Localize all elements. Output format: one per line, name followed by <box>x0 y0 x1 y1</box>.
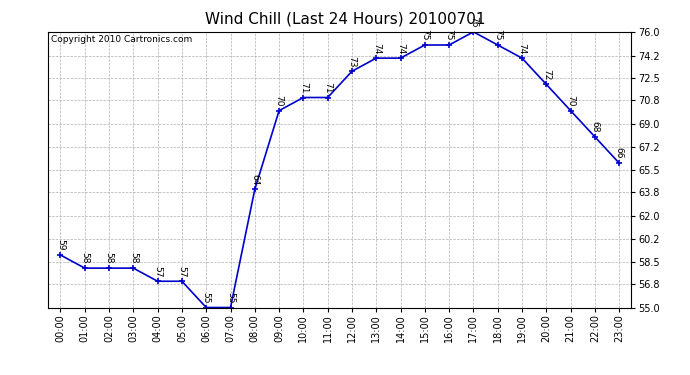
Text: 74: 74 <box>372 43 381 54</box>
Text: 74: 74 <box>396 43 405 54</box>
Text: 70: 70 <box>275 95 284 106</box>
Text: 75: 75 <box>420 29 429 41</box>
Text: 58: 58 <box>104 252 114 264</box>
Text: Wind Chill (Last 24 Hours) 20100701: Wind Chill (Last 24 Hours) 20100701 <box>205 11 485 26</box>
Text: 76: 76 <box>469 16 478 28</box>
Text: 75: 75 <box>444 29 453 41</box>
Text: 70: 70 <box>566 95 575 106</box>
Text: 55: 55 <box>226 292 235 303</box>
Text: 71: 71 <box>323 82 332 93</box>
Text: 74: 74 <box>518 43 526 54</box>
Text: 72: 72 <box>542 69 551 80</box>
Text: 58: 58 <box>129 252 138 264</box>
Text: 55: 55 <box>201 292 210 303</box>
Text: 73: 73 <box>348 56 357 67</box>
Text: 59: 59 <box>56 239 65 251</box>
Text: 57: 57 <box>177 266 186 277</box>
Text: 75: 75 <box>493 29 502 41</box>
Text: 71: 71 <box>299 82 308 93</box>
Text: Copyright 2010 Cartronics.com: Copyright 2010 Cartronics.com <box>51 34 193 44</box>
Text: 68: 68 <box>591 121 600 133</box>
Text: 64: 64 <box>250 174 259 185</box>
Text: 58: 58 <box>80 252 89 264</box>
Text: 66: 66 <box>615 147 624 159</box>
Text: 57: 57 <box>153 266 162 277</box>
